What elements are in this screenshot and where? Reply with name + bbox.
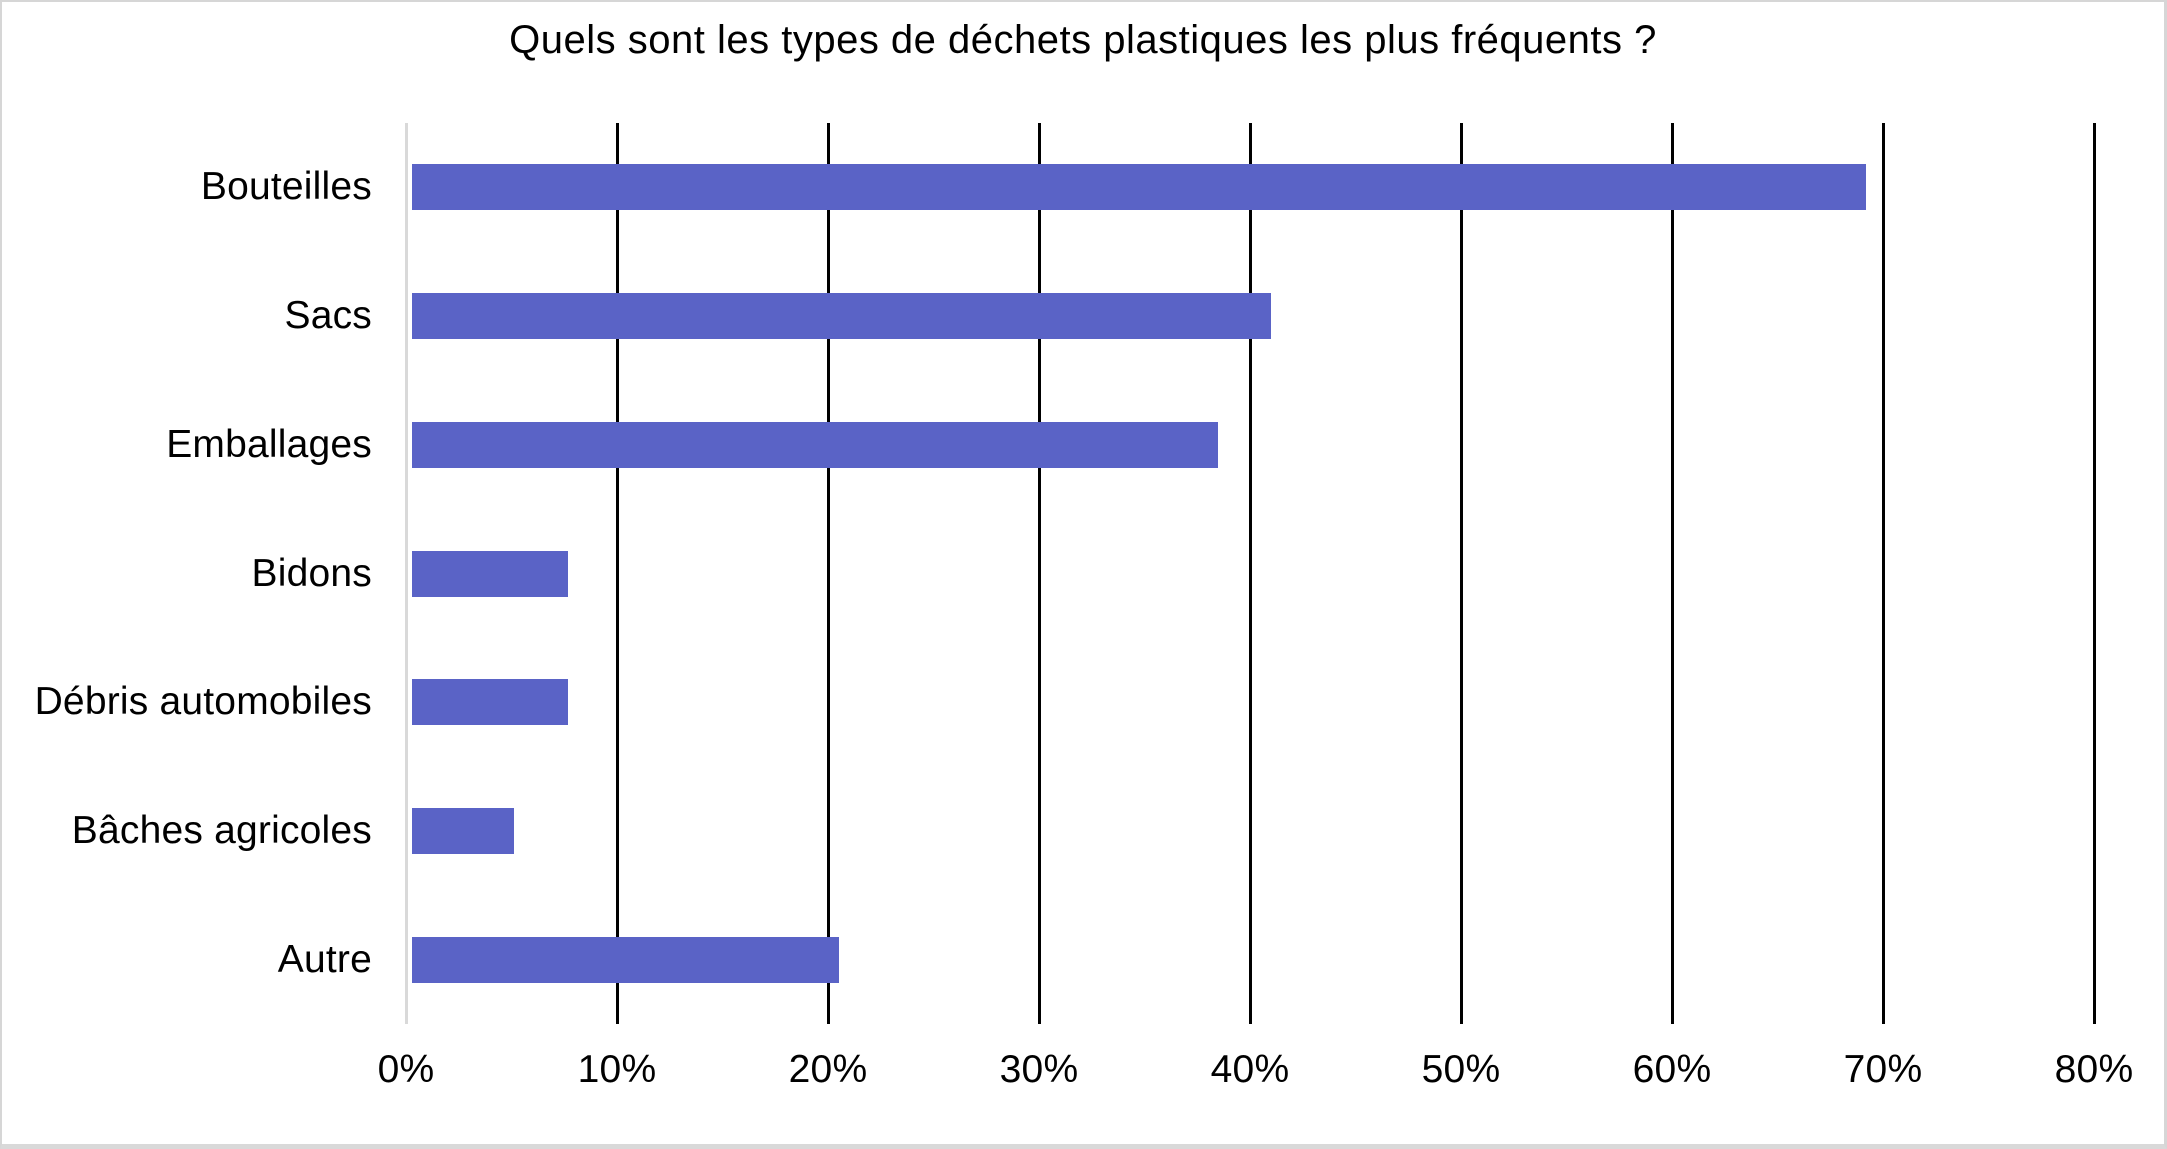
x-tick-label-70: 70% [1843, 1048, 1923, 1091]
x-tick-label-20: 20% [788, 1048, 868, 1091]
gridline-50 [1459, 123, 1463, 1024]
gridline-80 [2092, 123, 2096, 1024]
x-tick-label-40: 40% [1210, 1048, 1290, 1091]
bar-autre [412, 936, 839, 983]
value-axis-zero-line [404, 123, 408, 1024]
category-label-baches-agricoles: Bâches agricoles [71, 808, 372, 852]
category-label-sacs: Sacs [284, 294, 372, 338]
gridline-70 [1881, 123, 1885, 1024]
bar-baches-agricoles [412, 807, 514, 854]
category-label-autre: Autre [277, 937, 372, 981]
category-label-debris-automobiles: Débris automobiles [34, 680, 372, 724]
bar-emballages [412, 421, 1219, 468]
gridline-60 [1670, 123, 1674, 1024]
gridline-30 [1037, 123, 1041, 1024]
x-tick-label-50: 50% [1421, 1048, 1501, 1091]
plot-area [404, 123, 2096, 1024]
gridline-10 [615, 123, 619, 1024]
bar-debris-automobiles [412, 679, 569, 726]
chart-title: Quels sont les types de déchets plastiqu… [509, 18, 1657, 62]
x-tick-label-60: 60% [1632, 1048, 1712, 1091]
x-tick-label-30: 30% [999, 1048, 1079, 1091]
category-label-bidons: Bidons [251, 551, 372, 595]
x-tick-label-10: 10% [577, 1048, 657, 1091]
bar-sacs [412, 293, 1272, 340]
x-tick-label-0: 0% [377, 1048, 435, 1091]
gridline-20 [826, 123, 830, 1024]
gridline-40 [1248, 123, 1252, 1024]
bar-bidons [412, 550, 569, 597]
category-label-emballages: Emballages [166, 422, 372, 466]
category-label-bouteilles: Bouteilles [200, 165, 372, 209]
x-tick-label-80: 80% [2054, 1048, 2134, 1091]
bar-bouteilles [412, 164, 1867, 211]
